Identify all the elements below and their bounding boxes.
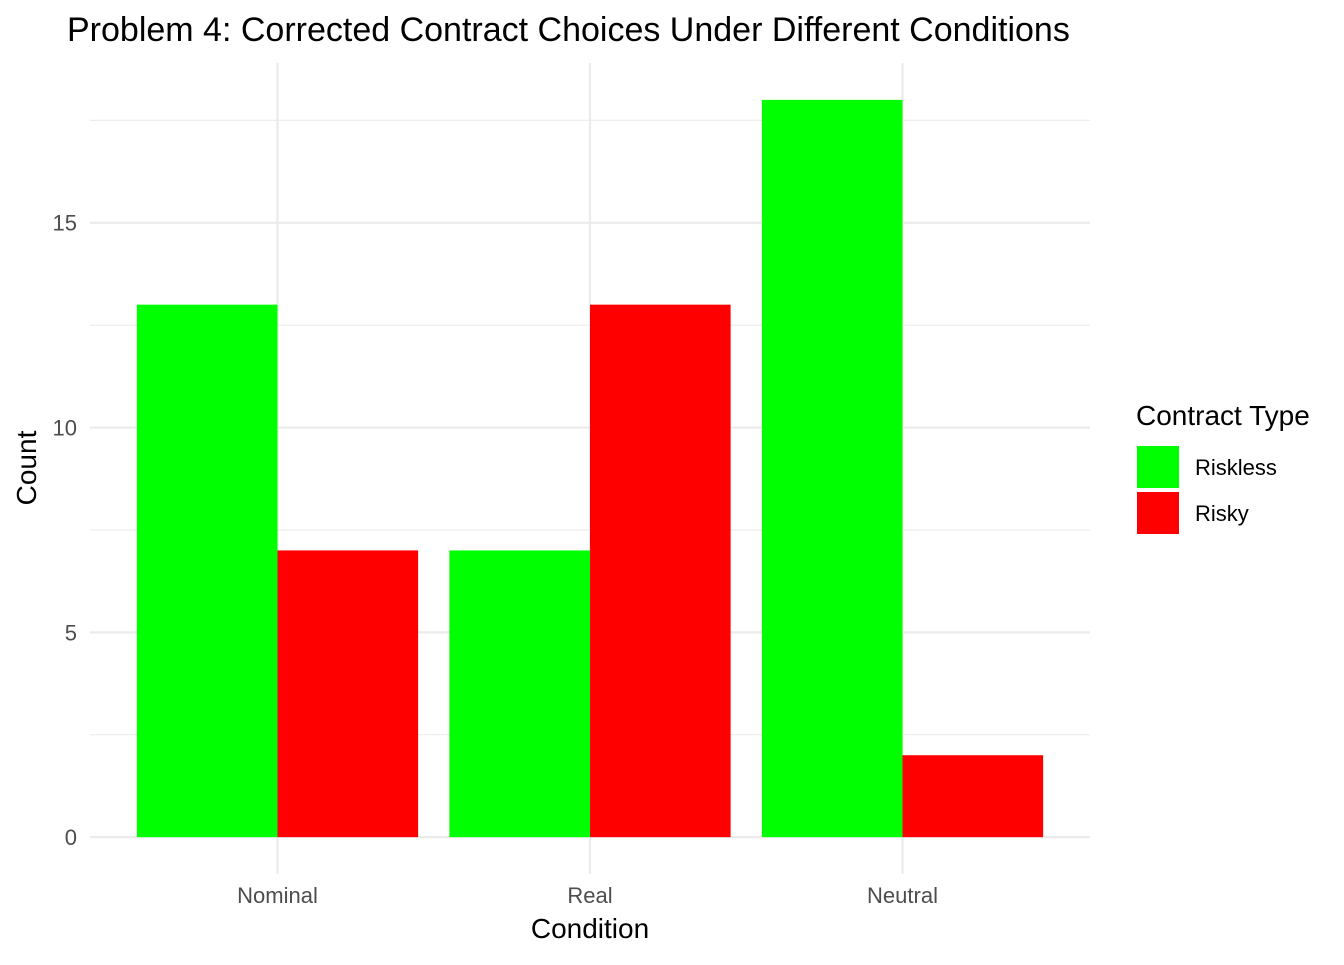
chart-title: Problem 4: Corrected Contract Choices Un… (67, 11, 1070, 49)
bar-riskless-nominal (136, 304, 278, 838)
y-tick-label: 10 (53, 416, 77, 441)
legend: Contract Type Riskless Risky (1136, 400, 1310, 534)
bars (136, 99, 1044, 838)
bar-risky-neutral (902, 755, 1044, 838)
bar-risky-real (590, 304, 731, 838)
bar-riskless-real (449, 550, 590, 838)
y-axis-title: Count (11, 430, 42, 505)
x-tick-label: Real (567, 883, 612, 908)
x-tick-label: Neutral (867, 883, 938, 908)
legend-label-riskless: Riskless (1195, 455, 1277, 480)
y-tick-labels: 0 5 10 15 (53, 211, 77, 850)
legend-title: Contract Type (1136, 400, 1310, 431)
y-tick-label: 5 (65, 620, 77, 645)
y-tick-label: 15 (53, 211, 77, 236)
legend-key-riskless (1137, 446, 1179, 488)
x-tick-label: Nominal (237, 883, 318, 908)
x-tick-labels: Nominal Real Neutral (237, 883, 938, 908)
x-axis-title: Condition (531, 913, 649, 944)
bar-risky-nominal (277, 550, 419, 838)
y-tick-label: 0 (65, 825, 77, 850)
legend-key-risky (1137, 492, 1179, 534)
bar-riskless-neutral (761, 99, 903, 838)
legend-label-risky: Risky (1195, 501, 1249, 526)
